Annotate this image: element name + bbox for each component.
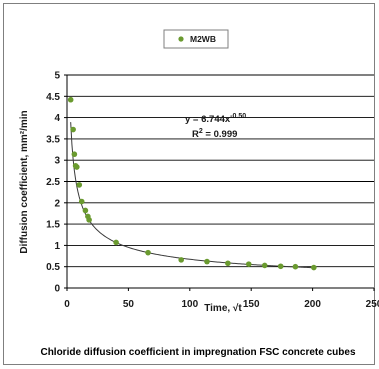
data-point xyxy=(204,258,210,265)
data-point xyxy=(225,260,231,267)
y-tick-label: 0 xyxy=(54,284,60,295)
data-point xyxy=(67,96,74,103)
legend: M2WB xyxy=(163,29,229,49)
y-tick-label: 2.5 xyxy=(46,177,60,188)
data-point xyxy=(74,164,80,170)
x-tick-label: 250 xyxy=(366,299,379,310)
x-axis-title: Time, √t xyxy=(204,303,242,314)
data-point xyxy=(178,257,185,263)
chart-frame xyxy=(3,3,375,365)
data-point xyxy=(292,263,299,270)
data-points xyxy=(67,96,317,271)
y-tick-label: 4 xyxy=(54,113,60,124)
data-point xyxy=(277,263,284,270)
trendline xyxy=(70,122,314,269)
y-tick-labels: 0 0.5 1 1.5 2 2.5 3 3.5 4 4.5 5 xyxy=(46,71,60,295)
data-point xyxy=(113,239,119,246)
legend-box xyxy=(163,29,229,49)
data-point xyxy=(311,264,317,271)
y-tick-label: 1 xyxy=(54,241,60,252)
x-tick-label: 150 xyxy=(243,299,260,310)
x-tick-label: 200 xyxy=(304,299,321,310)
trend-equation: y = 6.744x-0.50 xyxy=(185,113,246,125)
gridlines xyxy=(67,74,374,268)
y-tick-label: 1.5 xyxy=(46,220,60,231)
x-tick-labels: 0 50 100 150 200 250 xyxy=(64,299,379,310)
y-axis-title: Diffusion coefficient, mm²/min xyxy=(19,110,30,253)
data-point xyxy=(86,217,92,223)
figure-caption: Chloride diffusion coefficient in impreg… xyxy=(40,347,355,358)
y-tick-label: 3.5 xyxy=(46,134,60,145)
legend-label: M2WB xyxy=(190,34,216,44)
data-point xyxy=(76,182,83,188)
data-point xyxy=(245,261,252,267)
y-tick-label: 5 xyxy=(54,71,60,82)
data-point xyxy=(82,207,89,214)
data-point xyxy=(71,151,78,158)
y-tick-label: 2 xyxy=(54,198,60,209)
legend-marker xyxy=(178,36,184,42)
y-tick-label: 0.5 xyxy=(46,262,60,273)
data-point xyxy=(70,126,76,133)
data-point xyxy=(261,262,268,269)
data-point xyxy=(145,249,151,256)
x-tick-label: 100 xyxy=(181,299,198,310)
r-squared-label: R2 = 0.999 xyxy=(192,128,237,140)
x-tick-label: 0 xyxy=(64,299,70,310)
data-point xyxy=(78,198,85,205)
y-tick-label: 3 xyxy=(54,156,60,167)
axes xyxy=(64,74,375,291)
x-tick-label: 50 xyxy=(123,299,135,310)
y-tick-label: 4.5 xyxy=(46,92,60,103)
